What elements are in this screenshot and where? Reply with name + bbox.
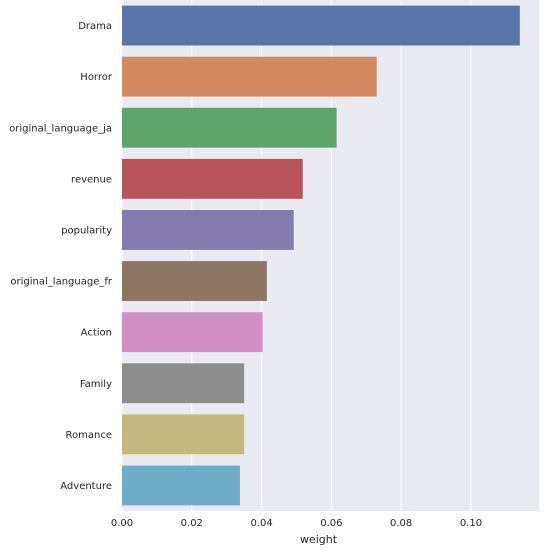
x-axis-label: weight [300, 533, 338, 546]
bar-original-language-ja [122, 107, 337, 148]
x-tick-label: 0.10 [460, 518, 482, 529]
y-tick-label: popularity [61, 225, 112, 236]
bar-adventure [122, 465, 240, 506]
y-tick-label: original_language_ja [9, 123, 112, 134]
y-tick-label: Horror [80, 72, 113, 83]
bars [122, 5, 520, 506]
bar-revenue [122, 158, 303, 199]
y-tick-label: revenue [71, 174, 112, 185]
y-tick-label: Action [81, 328, 112, 339]
bar-popularity [122, 210, 294, 250]
bar-horror [122, 56, 377, 97]
x-tick-labels: 0.00 0.02 0.04 0.06 0.08 0.10 [111, 518, 482, 529]
bar-action [122, 312, 263, 353]
y-tick-label: Drama [78, 21, 112, 32]
x-tick-label: 0.04 [250, 518, 272, 529]
y-tick-label: Family [80, 379, 112, 390]
y-tick-label: Romance [66, 430, 112, 441]
x-tick-label: 0.02 [181, 518, 203, 529]
bar-family [122, 363, 245, 404]
x-tick-label: 0.08 [390, 518, 412, 529]
y-tick-label: Adventure [60, 481, 112, 492]
bar-romance [122, 414, 245, 455]
x-tick-label: 0.00 [111, 518, 133, 529]
y-tick-label: original_language_fr [10, 277, 112, 288]
bar-drama [122, 5, 520, 46]
bar-original-language-fr [122, 261, 267, 301]
x-tick-label: 0.06 [320, 518, 342, 529]
